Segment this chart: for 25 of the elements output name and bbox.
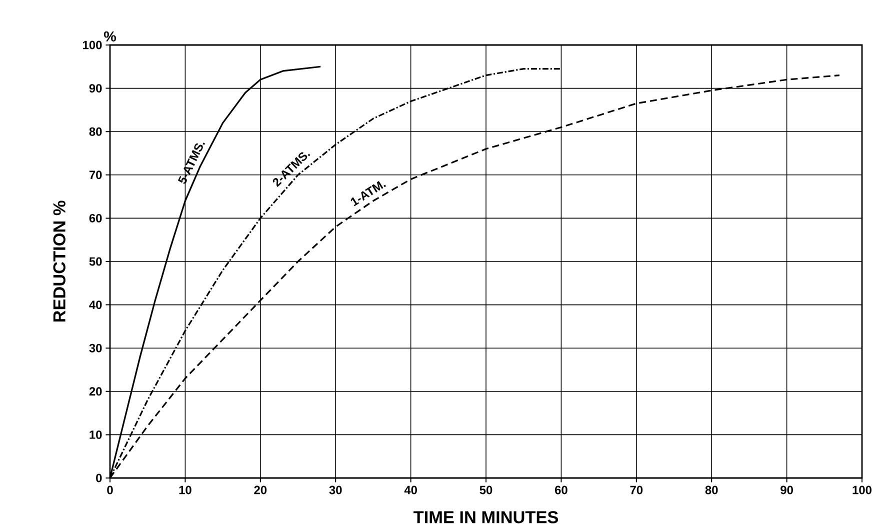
y-tick-label: 10 — [90, 430, 102, 440]
x-tick-label: 60 — [554, 486, 568, 494]
x-tick-label: 30 — [329, 486, 342, 494]
x-tick-label: 0 — [107, 486, 113, 494]
x-tick-label: 100 — [852, 486, 872, 494]
y-tick-label: 100 — [83, 40, 102, 50]
x-axis-title: TIME IN MINUTES — [414, 511, 558, 524]
y-tick-label: 30 — [89, 344, 102, 353]
y-tick-label: 90 — [89, 84, 102, 93]
y-axis-title: REDUCTION % — [53, 200, 66, 322]
y-tick-label: 60 — [89, 214, 102, 223]
y-tick-label: 20 — [89, 387, 102, 396]
y-tick-label: 70 — [89, 170, 102, 180]
y-tick-label: 80 — [89, 128, 102, 136]
y-tick-label: 50 — [89, 257, 102, 266]
y-tick-label: 0 — [96, 474, 102, 482]
x-tick-label: 90 — [780, 486, 793, 494]
x-tick-label: 70 — [630, 486, 643, 494]
x-tick-label: 20 — [254, 486, 267, 494]
y-tick-label: 40 — [89, 300, 102, 310]
x-tick-label: 80 — [705, 486, 718, 494]
x-tick-label: 40 — [404, 486, 417, 494]
text: % — [104, 32, 116, 42]
x-tick-label: 50 — [480, 486, 492, 494]
x-tick-label: 10 — [179, 486, 192, 494]
